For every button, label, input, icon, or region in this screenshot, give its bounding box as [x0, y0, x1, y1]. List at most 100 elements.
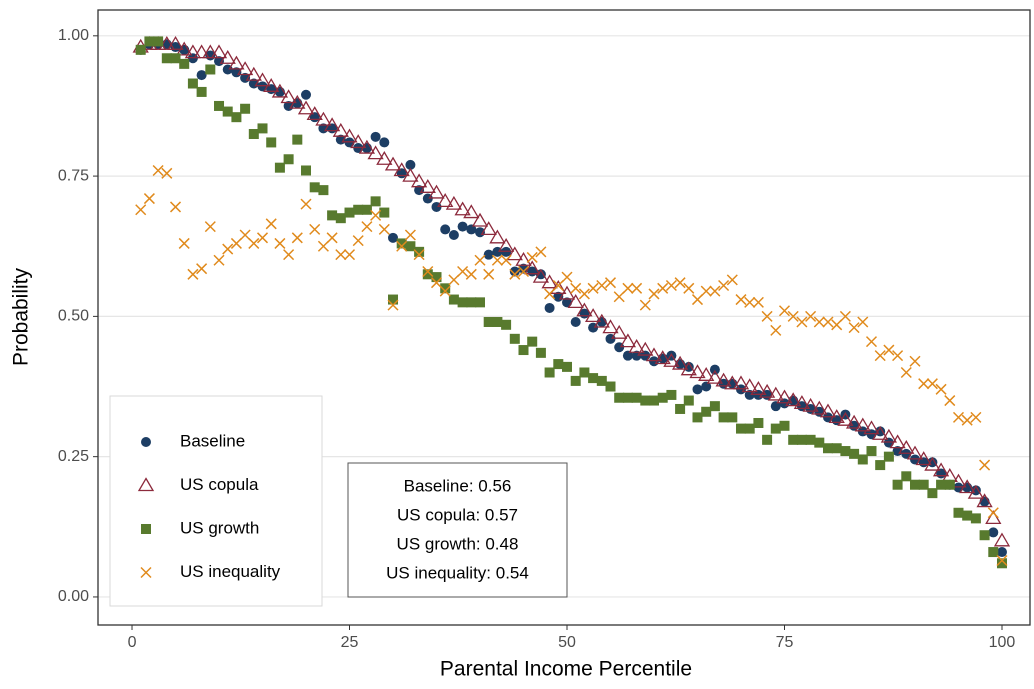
point: [849, 448, 860, 459]
point: [741, 378, 758, 393]
point: [489, 229, 506, 244]
point: [889, 434, 906, 449]
point: [483, 316, 494, 327]
point: [665, 279, 677, 292]
point: [431, 272, 442, 283]
point: [214, 100, 225, 111]
point: [317, 240, 329, 252]
point: [248, 237, 260, 249]
point: [631, 282, 643, 294]
point: [367, 145, 384, 160]
point: [544, 302, 555, 313]
point: [967, 484, 985, 499]
point: [300, 198, 312, 210]
point: [570, 375, 581, 386]
point: [518, 345, 529, 356]
point: [614, 392, 625, 403]
point: [271, 83, 289, 98]
point: [675, 403, 686, 414]
point: [501, 319, 512, 330]
point: [376, 150, 393, 165]
point: [892, 479, 903, 490]
point: [909, 479, 920, 490]
point: [297, 100, 315, 115]
point: [935, 383, 947, 395]
annotation: US growth: 0.48: [397, 534, 519, 553]
point: [161, 53, 172, 64]
point: [604, 277, 617, 289]
y-tick-label: 0.25: [58, 448, 89, 465]
point: [544, 367, 555, 378]
point: [596, 375, 607, 386]
point: [639, 299, 651, 311]
point: [361, 221, 373, 233]
point: [474, 254, 486, 266]
point: [811, 400, 828, 415]
x-tick-label: 25: [341, 634, 359, 651]
point: [196, 263, 208, 275]
point: [491, 254, 503, 266]
point: [883, 344, 895, 356]
point: [378, 223, 390, 235]
point: [692, 384, 703, 395]
point: [265, 218, 277, 230]
point: [762, 434, 773, 445]
point: [750, 381, 767, 395]
point: [778, 305, 791, 317]
point: [187, 268, 199, 280]
point: [875, 460, 886, 471]
point: [370, 196, 381, 207]
point: [874, 350, 886, 362]
point: [715, 372, 732, 387]
x-tick-label: 0: [128, 634, 137, 651]
point: [301, 89, 312, 100]
point: [428, 184, 445, 199]
point: [239, 229, 251, 241]
point: [323, 117, 341, 132]
point: [396, 238, 407, 249]
point: [648, 395, 659, 406]
legend-label: US inequality: [180, 562, 281, 581]
point: [927, 488, 938, 499]
point: [292, 134, 303, 145]
point: [605, 381, 616, 392]
legend-marker: [141, 524, 151, 534]
point: [402, 167, 419, 182]
point: [526, 251, 538, 263]
point: [578, 288, 590, 300]
point: [872, 425, 889, 440]
point: [953, 507, 964, 518]
point: [854, 417, 871, 432]
point: [979, 530, 990, 541]
point: [532, 268, 550, 283]
point: [570, 316, 581, 327]
point: [576, 302, 593, 317]
point: [309, 182, 320, 193]
point: [657, 282, 669, 294]
point: [440, 224, 451, 235]
y-tick-label: 0.50: [58, 308, 89, 325]
point: [996, 554, 1008, 567]
point: [701, 406, 712, 417]
point: [379, 137, 390, 148]
point: [622, 392, 633, 403]
point: [805, 434, 816, 445]
point: [437, 193, 454, 207]
legend-marker: [141, 437, 151, 447]
point: [471, 212, 489, 227]
point: [993, 532, 1011, 547]
point: [152, 164, 164, 177]
point: [202, 44, 219, 59]
point: [419, 179, 436, 193]
point: [726, 274, 738, 286]
point: [857, 454, 868, 465]
point: [802, 397, 819, 412]
point: [492, 316, 503, 327]
point: [758, 383, 776, 398]
legend-marker: [140, 566, 152, 579]
point: [622, 282, 634, 294]
point: [430, 277, 443, 289]
point: [744, 423, 755, 434]
point: [219, 49, 236, 64]
point: [440, 283, 451, 294]
